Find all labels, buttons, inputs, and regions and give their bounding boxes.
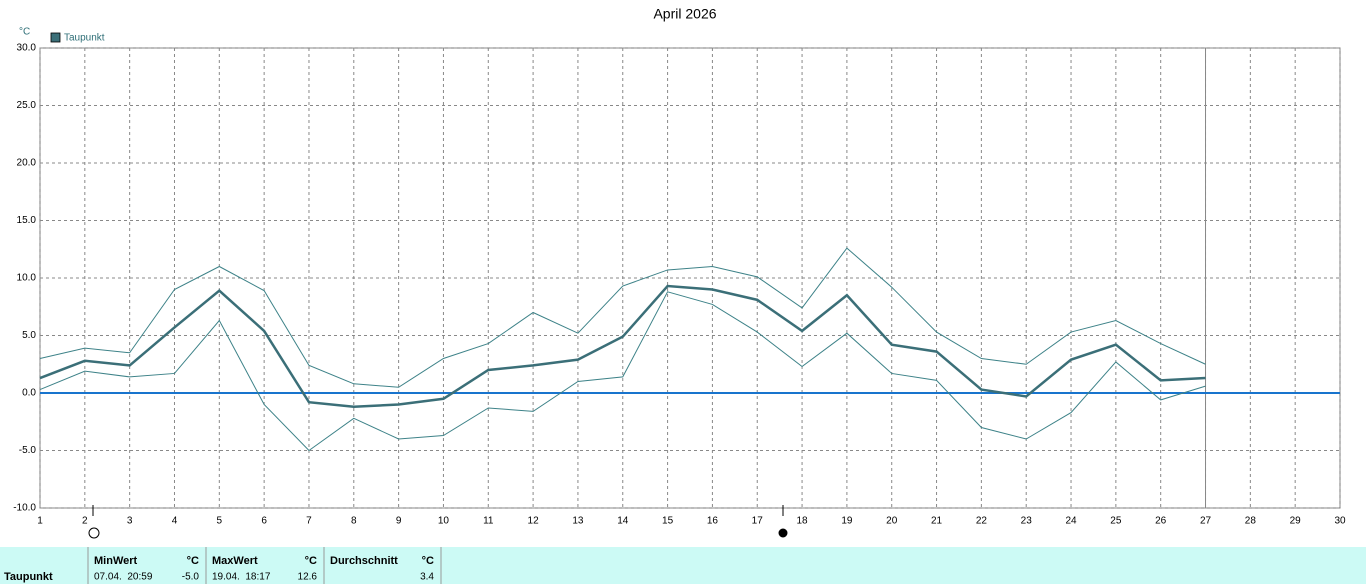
x-tick-label: 8 — [351, 516, 357, 527]
y-tick-label: -5.0 — [19, 445, 37, 456]
max-time: 19.04. 18:17 — [212, 572, 271, 583]
x-tick-label: 28 — [1245, 516, 1257, 527]
x-tick-label: 18 — [797, 516, 809, 527]
table-background — [0, 547, 1366, 584]
series-line — [39, 291, 1206, 452]
x-tick-label: 22 — [976, 516, 988, 527]
full-moon-icon — [88, 527, 100, 539]
x-tick-label: 4 — [172, 516, 178, 527]
x-tick-label: 1 — [37, 516, 43, 527]
x-tick-label: 23 — [1021, 516, 1033, 527]
avg-value: 3.4 — [420, 572, 434, 583]
x-tick-label: 30 — [1334, 516, 1346, 527]
series-line — [39, 247, 1206, 388]
x-tick-label: 10 — [438, 516, 450, 527]
table-row-name: Taupunkt — [4, 571, 53, 583]
x-tick-label: 5 — [217, 516, 223, 527]
x-tick-label: 21 — [931, 516, 943, 527]
series-line — [39, 284, 1206, 409]
avg-unit: °C — [422, 555, 434, 567]
min-label: MinWert — [94, 555, 138, 567]
max-label: MaxWert — [212, 555, 258, 567]
x-tick-label: 16 — [707, 516, 719, 527]
y-tick-label: -10.0 — [13, 503, 36, 514]
x-tick-label: 2 — [82, 516, 88, 527]
min-value: -5.0 — [182, 572, 200, 583]
y-tick-label: 5.0 — [22, 330, 36, 341]
x-tick-label: 12 — [528, 516, 540, 527]
chart-title: April 2026 — [653, 6, 716, 22]
x-tick-label: 6 — [261, 516, 267, 527]
x-tick-label: 25 — [1110, 516, 1122, 527]
y-tick-label: 25.0 — [17, 100, 37, 111]
x-tick-label: 26 — [1155, 516, 1167, 527]
max-unit: °C — [305, 555, 317, 567]
max-value: 12.6 — [298, 572, 318, 583]
y-tick-label: 0.0 — [22, 388, 36, 399]
x-tick-label: 11 — [483, 516, 494, 527]
y-unit: °C — [19, 27, 30, 38]
x-tick-label: 17 — [752, 516, 764, 527]
y-tick-label: 20.0 — [17, 158, 37, 169]
avg-label: Durchschnitt — [330, 555, 398, 567]
y-tick-label: 30.0 — [17, 43, 37, 54]
x-tick-label: 13 — [572, 516, 584, 527]
y-tick-label: 10.0 — [17, 273, 37, 284]
x-tick-label: 29 — [1290, 516, 1302, 527]
x-tick-label: 19 — [841, 516, 853, 527]
new-moon-icon — [778, 528, 788, 538]
x-tick-label: 20 — [886, 516, 898, 527]
y-tick-label: 15.0 — [17, 215, 37, 226]
x-tick-label: 15 — [662, 516, 674, 527]
min-time: 07.04. 20:59 — [94, 572, 153, 583]
x-tick-label: 24 — [1065, 516, 1077, 527]
x-tick-label: 27 — [1200, 516, 1212, 527]
x-tick-label: 14 — [617, 516, 629, 527]
x-tick-label: 3 — [127, 516, 133, 527]
legend-swatch — [50, 32, 61, 43]
x-tick-label: 7 — [306, 516, 312, 527]
legend-label: Taupunkt — [64, 33, 105, 44]
min-unit: °C — [187, 555, 199, 567]
x-tick-label: 9 — [396, 516, 402, 527]
